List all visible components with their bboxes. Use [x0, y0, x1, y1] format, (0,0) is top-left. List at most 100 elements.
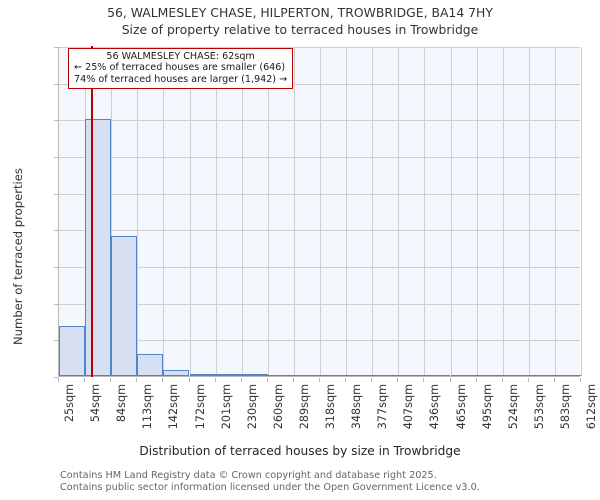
- x-axis-tick-label: 583sqm: [559, 384, 572, 430]
- x-axis-tick-mark: [84, 378, 85, 382]
- footer-attribution: Contains HM Land Registry data © Crown c…: [60, 470, 580, 493]
- histogram-bar: [528, 375, 555, 376]
- x-axis-tick-mark: [215, 378, 216, 382]
- x-axis-tick-label: 407sqm: [402, 384, 415, 430]
- x-axis-label: Distribution of terraced houses by size …: [139, 444, 461, 458]
- gridline-vertical: [111, 47, 112, 376]
- gridline-vertical: [320, 47, 321, 376]
- x-axis-tick-label: 612sqm: [585, 384, 598, 430]
- histogram-bar: [111, 235, 138, 376]
- gridline-horizontal: [59, 83, 580, 85]
- y-axis-tick-mark: [54, 120, 58, 122]
- x-axis-tick-mark: [345, 378, 346, 382]
- gridline-horizontal: [59, 340, 580, 342]
- gridline-vertical: [372, 47, 373, 376]
- gridline-horizontal: [59, 120, 580, 122]
- x-axis-tick-mark: [162, 378, 163, 382]
- histogram-bar: [398, 375, 425, 376]
- x-axis-tick-label: 25sqm: [63, 384, 76, 423]
- x-axis-tick-mark: [397, 378, 398, 382]
- x-axis-tick-label: 553sqm: [533, 384, 546, 430]
- y-axis-tick-mark: [54, 340, 58, 342]
- histogram-bar: [372, 375, 399, 376]
- histogram-bar: [267, 375, 294, 376]
- gridline-horizontal: [59, 193, 580, 195]
- chart-title: 56, WALMESLEY CHASE, HILPERTON, TROWBRID…: [107, 5, 493, 20]
- x-axis-tick-mark: [136, 378, 137, 382]
- annotation-line-1: 56 WALMESLEY CHASE: 62sqm: [106, 51, 255, 62]
- gridline-vertical: [424, 47, 425, 376]
- plot-area: [58, 46, 582, 377]
- histogram-bar: [346, 375, 373, 376]
- histogram-bar: [189, 373, 216, 376]
- x-axis-tick-mark: [371, 378, 372, 382]
- gridline-horizontal: [59, 47, 580, 48]
- x-axis-tick-mark: [423, 378, 424, 382]
- x-axis-tick-label: 54sqm: [89, 384, 102, 423]
- histogram-bar: [163, 369, 190, 376]
- x-axis-tick-mark: [502, 378, 503, 382]
- x-axis-tick-mark: [267, 378, 268, 382]
- x-axis-tick-label: 524sqm: [507, 384, 520, 430]
- gridline-horizontal: [59, 267, 580, 268]
- histogram-bar: [85, 119, 112, 376]
- annotation-line-2: ← 25% of terraced houses are smaller (64…: [74, 62, 286, 74]
- histogram-bar: [502, 375, 529, 376]
- x-axis-tick-mark: [241, 378, 242, 382]
- x-axis-tick-label: 113sqm: [141, 384, 154, 430]
- x-axis-tick-label: 495sqm: [481, 384, 494, 430]
- histogram-bar: [476, 375, 503, 376]
- gridline-vertical: [477, 47, 478, 376]
- gridline-horizontal: [59, 230, 580, 232]
- gridline-vertical: [529, 47, 530, 376]
- y-axis-tick-mark: [54, 157, 58, 158]
- x-axis-tick-label: 84sqm: [115, 384, 128, 423]
- gridline-vertical: [163, 47, 164, 376]
- x-axis-tick-label: 230sqm: [246, 384, 259, 430]
- x-axis-tick-mark: [58, 378, 59, 382]
- y-axis-tick-mark: [54, 230, 58, 232]
- x-axis-tick-mark: [528, 378, 529, 382]
- x-axis-tick-label: 201sqm: [220, 384, 233, 430]
- x-axis-tick-label: 260sqm: [272, 384, 285, 430]
- footer-line-2: Contains public sector information licen…: [60, 481, 480, 493]
- y-axis-tick-mark: [54, 47, 58, 48]
- histogram-bar: [59, 326, 86, 376]
- histogram-bar: [554, 375, 581, 376]
- histogram-bar: [424, 375, 451, 376]
- x-axis-tick-mark: [580, 378, 581, 382]
- gridline-horizontal: [59, 157, 580, 158]
- gridline-vertical: [555, 47, 556, 376]
- gridline-vertical: [242, 47, 243, 376]
- annotation-line-3: 74% of terraced houses are larger (1,942…: [74, 73, 288, 85]
- x-axis-tick-label: 377sqm: [376, 384, 389, 430]
- gridline-vertical: [581, 47, 582, 376]
- x-axis-tick-mark: [319, 378, 320, 382]
- x-axis-tick-mark: [554, 378, 555, 382]
- histogram-bar: [450, 375, 477, 376]
- x-axis-tick-mark: [189, 378, 190, 382]
- property-annotation-box: 56 WALMESLEY CHASE: 62sqm ← 25% of terra…: [68, 48, 294, 90]
- gridline-vertical: [268, 47, 269, 376]
- histogram-bar: [215, 374, 242, 376]
- gridline-vertical: [398, 47, 399, 376]
- gridline-vertical: [503, 47, 504, 376]
- x-axis-tick-label: 289sqm: [298, 384, 311, 430]
- gridline-horizontal: [59, 303, 580, 305]
- x-axis-tick-label: 465sqm: [455, 384, 468, 430]
- x-axis-tick-label: 318sqm: [324, 384, 337, 430]
- chart-title-block: 56, WALMESLEY CHASE, HILPERTON, TROWBRID…: [0, 4, 600, 38]
- chart-subtitle: Size of property relative to terraced ho…: [121, 22, 479, 37]
- x-axis-tick-mark: [110, 378, 111, 382]
- x-axis-tick-label: 142sqm: [167, 384, 180, 430]
- y-axis-tick-mark: [54, 193, 58, 195]
- histogram-bar: [137, 354, 164, 376]
- gridline-vertical: [137, 47, 138, 376]
- gridline-vertical: [216, 47, 217, 376]
- x-axis-tick-label: 348sqm: [350, 384, 363, 430]
- x-axis-tick-mark: [476, 378, 477, 382]
- gridline-vertical: [346, 47, 347, 376]
- property-size-marker-line: [90, 46, 93, 377]
- histogram-bar: [293, 375, 320, 376]
